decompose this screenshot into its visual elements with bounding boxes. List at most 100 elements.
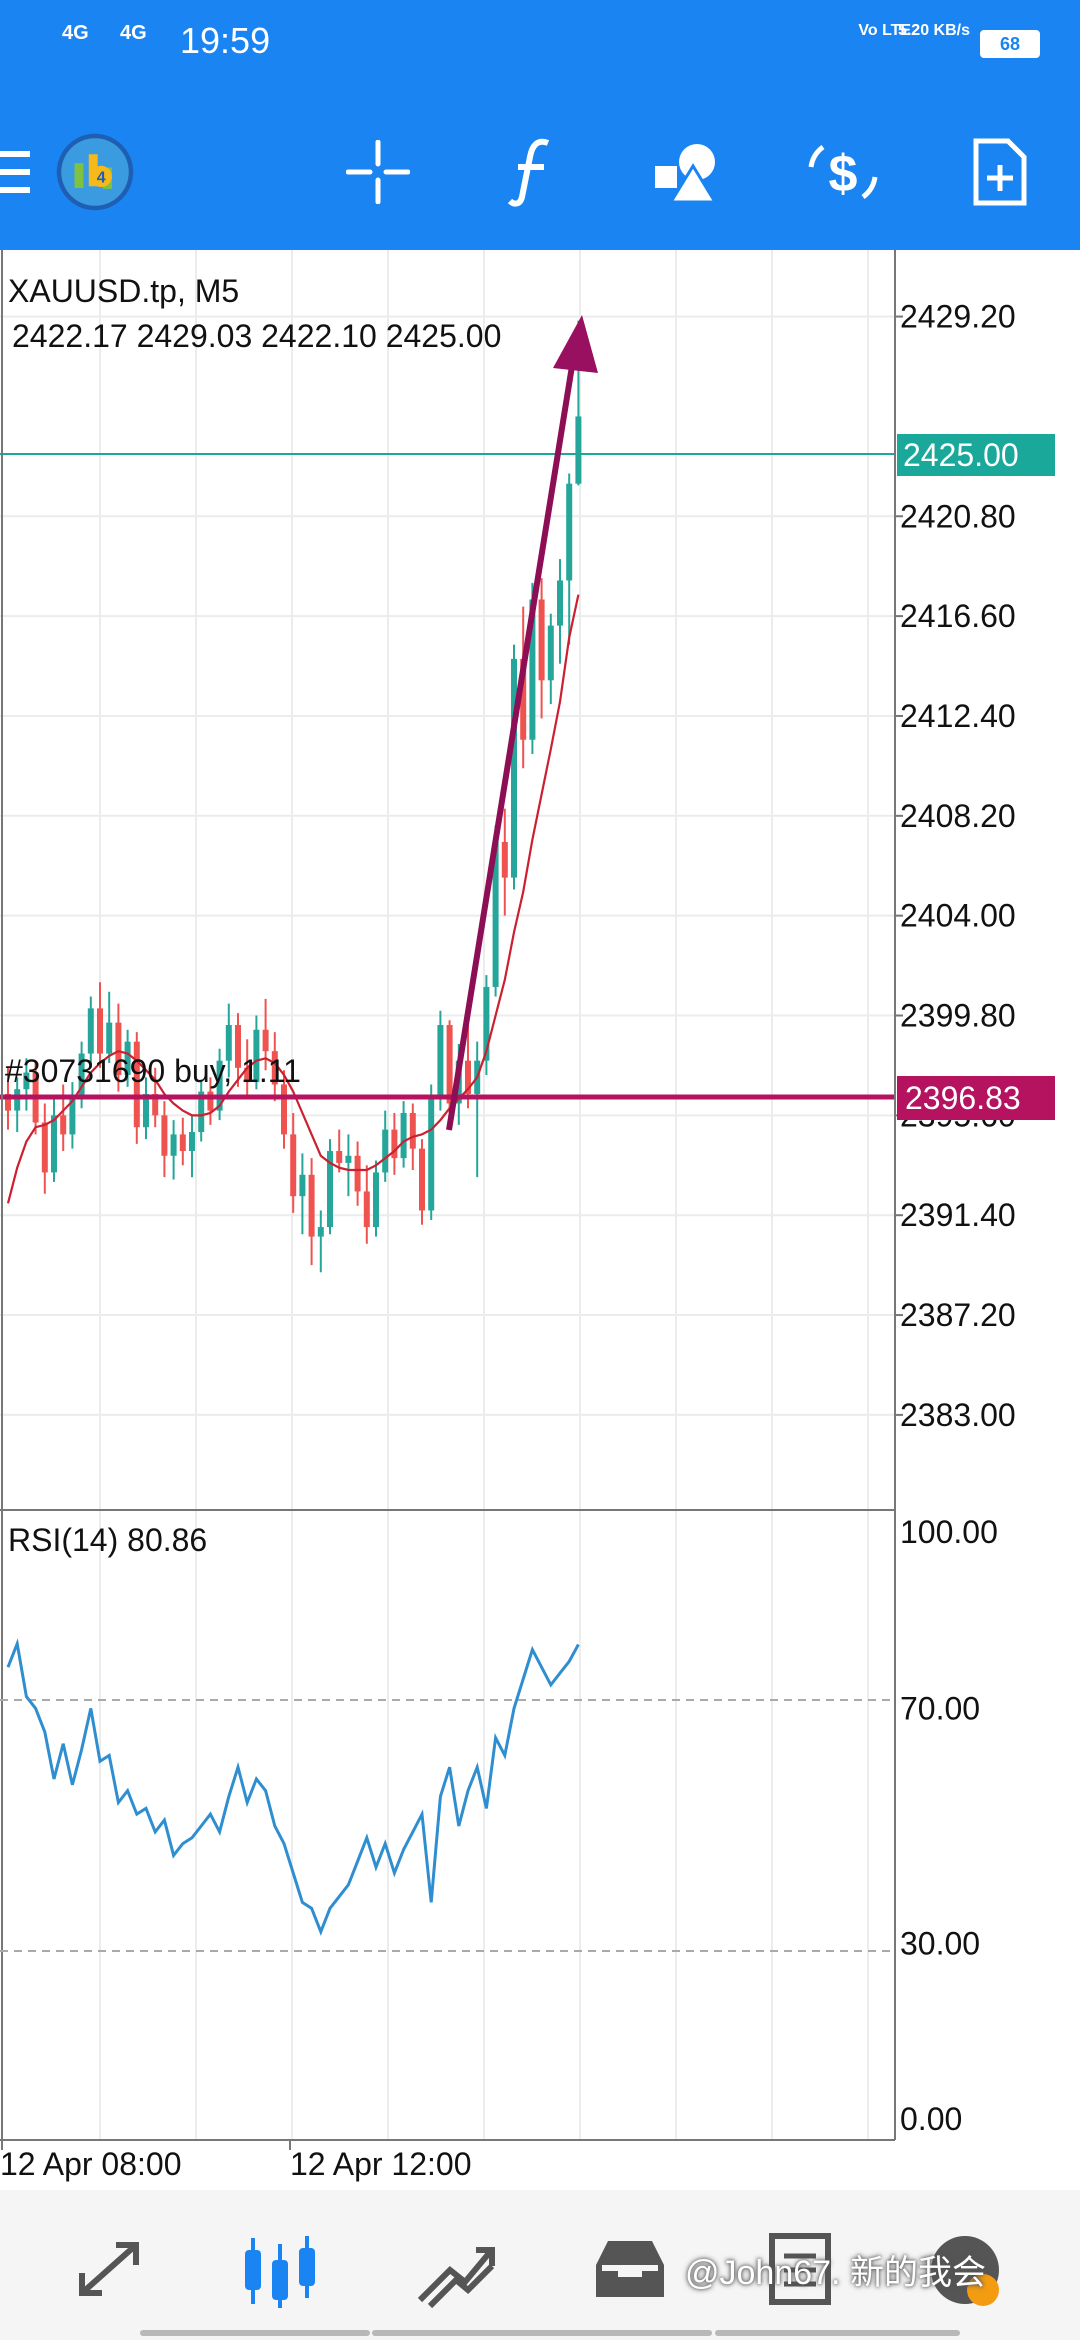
trade-icon[interactable]: $: [803, 132, 883, 212]
symbol-label: XAUUSD.tp, M5: [8, 273, 239, 309]
history-icon[interactable]: [580, 2230, 680, 2310]
rsi-label: RSI(14) 80.86: [8, 1522, 207, 1558]
price-axis: 2429.20 2420.80 2416.60 2412.40 2408.20 2404.…: [895, 299, 1016, 1433]
candle-body: [281, 1084, 287, 1135]
candle-body: [253, 1029, 260, 1083]
candle-body: [51, 1115, 57, 1173]
signal-2-icon: 4G: [120, 22, 147, 44]
candle-body: [483, 986, 490, 1061]
battery-icon: 68: [980, 30, 1040, 58]
candle-body: [437, 1025, 444, 1099]
candle-body: [308, 1174, 315, 1237]
price-tick-label: 2399.80: [900, 998, 1016, 1034]
rsi-tick-label: 0.00: [900, 2101, 962, 2137]
new-order-icon[interactable]: [960, 132, 1040, 212]
time-axis: 12 Apr 08:00 12 Apr 12:00: [0, 2140, 471, 2182]
network-indicator: Vo LTE2: [858, 22, 920, 40]
candle-body: [115, 1022, 122, 1075]
candle-body: [97, 1008, 103, 1054]
price-tick-label: 2391.40: [900, 1197, 1016, 1233]
candle-body: [262, 1029, 269, 1052]
candle-body: [529, 599, 536, 740]
price-tick-label: 2416.60: [900, 598, 1016, 634]
rsi-axis: 100.00 70.00 30.00 0.00: [900, 1514, 998, 2137]
trend-arrow-head: [553, 315, 598, 373]
candle-body: [23, 1072, 30, 1090]
candle-body: [133, 1041, 140, 1128]
watermark: @John67. 新的我会: [685, 2254, 986, 2292]
price-tick-label: 2412.40: [900, 698, 1016, 734]
candle-body: [400, 1112, 407, 1159]
candle-body: [170, 1134, 177, 1156]
candle-body: [419, 1148, 425, 1211]
current-price-value: 2425.00: [903, 437, 1019, 473]
chart-grid: [0, 250, 895, 2140]
order-label: #30731690 buy, 1.11: [5, 1053, 301, 1089]
candle-body: [354, 1155, 361, 1192]
bottom-navigation: [0, 2190, 1080, 2340]
candle-body: [216, 1060, 223, 1111]
nav-indicator-1: [140, 2330, 370, 2336]
candle-body: [271, 1051, 278, 1085]
price-tick-label: 2383.00: [900, 1397, 1016, 1433]
candle-body: [143, 1093, 149, 1128]
candle-body: [225, 1025, 232, 1061]
candle-body: [41, 1122, 48, 1173]
candle-body: [511, 658, 517, 878]
rsi-line: [6, 1638, 580, 1936]
clock: 19:59: [180, 20, 271, 61]
settings-icon[interactable]: [915, 2230, 1015, 2310]
menu-icon[interactable]: [0, 132, 60, 212]
network-label: Vo LTE2: [858, 22, 920, 39]
candle-body: [161, 1115, 168, 1156]
candle-body: [290, 1134, 297, 1197]
candles: [5, 320, 582, 1273]
candle-body: [566, 483, 573, 581]
candle-body: [179, 1134, 186, 1152]
candle-body: [575, 416, 582, 484]
candle-body: [198, 1091, 205, 1132]
nav-indicator-3: [715, 2330, 960, 2336]
price-tick-label: 2404.00: [900, 898, 1016, 934]
quotes-icon[interactable]: [60, 2230, 160, 2310]
candle-body: [520, 658, 527, 740]
function-icon[interactable]: [493, 132, 573, 212]
svg-text:$: $: [829, 145, 858, 203]
speed-indicator: 5.20 KB/s: [898, 22, 970, 40]
candle-body: [501, 841, 508, 878]
candle-body: [327, 1151, 333, 1228]
time-tick-label: 12 Apr 12:00: [290, 2146, 471, 2182]
crosshair-icon[interactable]: [338, 132, 418, 212]
candle-body: [14, 1089, 21, 1111]
candle-body: [69, 1098, 76, 1135]
candle-body: [373, 1172, 379, 1228]
news-icon[interactable]: [750, 2230, 850, 2310]
candle-body: [538, 599, 545, 681]
speed-label: 5.20 KB/s: [897, 22, 970, 39]
candle-body: [87, 1008, 94, 1054]
status-bar: 4G 4G 19:59 Vo LTE2 5.20 KB/s 68: [0, 0, 1080, 90]
chart-area[interactable]: XAUUSD.tp, M5 2422.17 2429.03 2422.10 24…: [0, 250, 1080, 2200]
order-price-badge: 2396.83: [897, 1076, 1055, 1120]
rsi-tick-label: 70.00: [900, 1690, 980, 1726]
rsi-tick-label: 100.00: [900, 1514, 998, 1550]
metatrader-logo-icon[interactable]: 4: [55, 132, 135, 212]
candle-body: [60, 1115, 67, 1135]
candle-body: [207, 1091, 214, 1111]
trade-tab-icon[interactable]: [405, 2230, 505, 2310]
svg-text:4: 4: [97, 170, 106, 187]
app-header: 4G 4G 19:59 Vo LTE2 5.20 KB/s 68 4: [0, 0, 1080, 250]
chart-icon[interactable]: [230, 2230, 330, 2310]
candle-body: [244, 1067, 251, 1083]
signal-1-icon: 4G: [62, 22, 89, 44]
candle-body: [317, 1227, 324, 1237]
objects-icon[interactable]: [648, 132, 728, 212]
nav-indicator-2: [372, 2330, 712, 2336]
price-tick-label: 2420.80: [900, 498, 1016, 534]
candle-body: [5, 1093, 11, 1111]
price-tick-label: 2387.20: [900, 1297, 1016, 1333]
moving-average-line: [6, 594, 580, 1204]
chart-toolbar: 4 $: [0, 110, 1080, 230]
candle-body: [336, 1151, 343, 1163]
candle-body: [152, 1093, 159, 1116]
